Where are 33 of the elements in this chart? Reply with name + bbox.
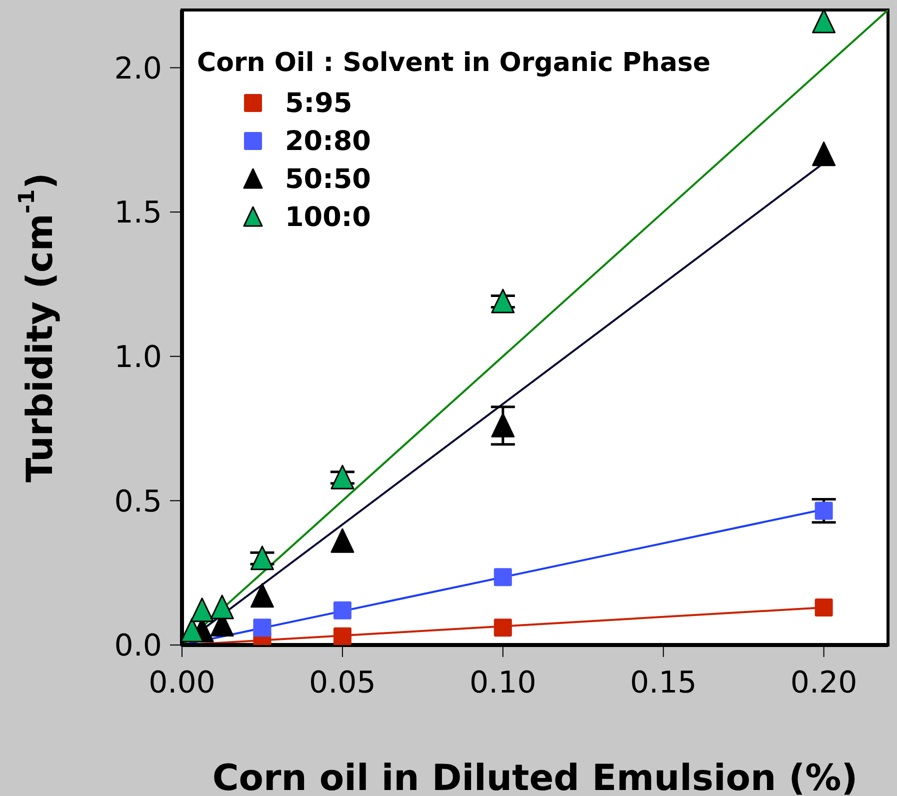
point — [814, 502, 833, 520]
legend-label: 100:0 — [285, 202, 371, 232]
x-tick-label: 0.10 — [470, 665, 536, 700]
y-tick-label: 0.0 — [114, 628, 162, 664]
point — [491, 412, 515, 438]
point — [250, 546, 274, 570]
y-tick-label: 1.5 — [114, 196, 162, 231]
legend-label: 50:50 — [285, 164, 371, 194]
point — [253, 618, 272, 637]
point — [333, 601, 352, 620]
point — [494, 618, 512, 637]
point — [491, 288, 515, 314]
legend-title: Corn Oil : Solvent in Organic Phase — [197, 48, 710, 78]
y-tick-label: 0.5 — [114, 484, 162, 520]
y-tick-label: 2.0 — [114, 51, 162, 86]
legend-label: 5:95 — [285, 88, 352, 118]
point — [814, 598, 833, 616]
x-axis-title: Corn oil in Diluted Emulsion (%) — [212, 758, 858, 796]
point — [494, 568, 512, 586]
x-tick-label: 0.20 — [790, 665, 858, 700]
point — [330, 464, 354, 490]
y-tick-label: 1.0 — [114, 340, 162, 376]
point — [333, 627, 352, 645]
point — [210, 594, 234, 620]
point — [330, 528, 354, 553]
x-tick-label: 0.00 — [148, 665, 216, 700]
point — [812, 142, 836, 166]
x-tick-label: 0.15 — [630, 665, 697, 700]
point — [812, 10, 836, 34]
legend-label: 20:80 — [285, 126, 371, 156]
point — [190, 598, 214, 622]
point — [250, 583, 274, 608]
x-tick-label: 0.05 — [309, 665, 376, 700]
